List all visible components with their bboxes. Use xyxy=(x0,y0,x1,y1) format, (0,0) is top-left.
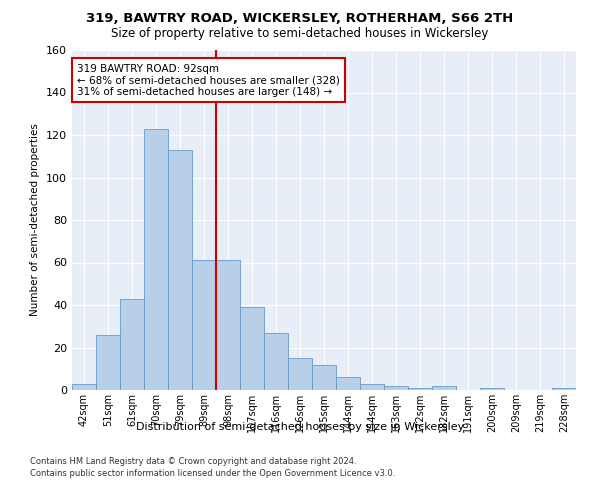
Bar xyxy=(240,307,264,390)
Text: 319 BAWTRY ROAD: 92sqm
← 68% of semi-detached houses are smaller (328)
31% of se: 319 BAWTRY ROAD: 92sqm ← 68% of semi-det… xyxy=(77,64,340,97)
Bar xyxy=(552,388,576,390)
Bar xyxy=(192,260,216,390)
Text: Contains HM Land Registry data © Crown copyright and database right 2024.: Contains HM Land Registry data © Crown c… xyxy=(30,458,356,466)
Y-axis label: Number of semi-detached properties: Number of semi-detached properties xyxy=(31,124,40,316)
Text: 319, BAWTRY ROAD, WICKERSLEY, ROTHERHAM, S66 2TH: 319, BAWTRY ROAD, WICKERSLEY, ROTHERHAM,… xyxy=(86,12,514,26)
Bar xyxy=(408,388,432,390)
Bar xyxy=(312,364,336,390)
Bar xyxy=(96,335,120,390)
Bar xyxy=(288,358,312,390)
Bar xyxy=(144,128,168,390)
Text: Contains public sector information licensed under the Open Government Licence v3: Contains public sector information licen… xyxy=(30,469,395,478)
Bar xyxy=(384,386,408,390)
Bar xyxy=(216,260,240,390)
Bar xyxy=(264,332,288,390)
Bar xyxy=(432,386,456,390)
Bar xyxy=(168,150,192,390)
Bar xyxy=(360,384,384,390)
Bar xyxy=(120,298,144,390)
Bar xyxy=(480,388,504,390)
Text: Size of property relative to semi-detached houses in Wickersley: Size of property relative to semi-detach… xyxy=(112,28,488,40)
Text: Distribution of semi-detached houses by size in Wickersley: Distribution of semi-detached houses by … xyxy=(136,422,464,432)
Bar xyxy=(336,377,360,390)
Bar xyxy=(72,384,96,390)
